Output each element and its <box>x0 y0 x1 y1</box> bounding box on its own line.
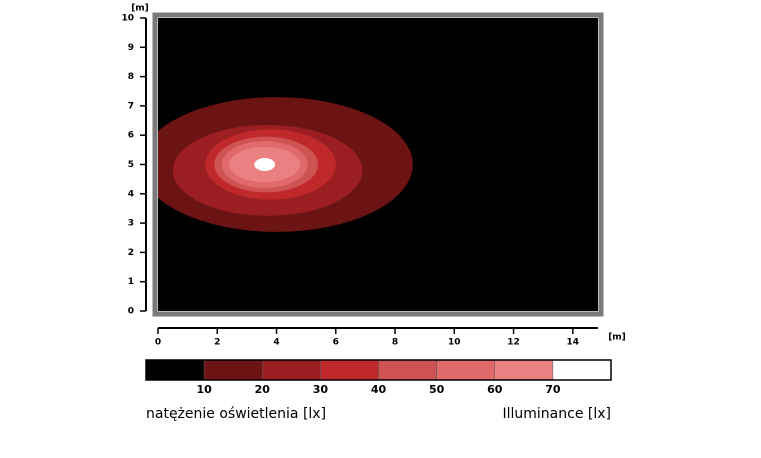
caption-left: natężenie oświetlenia [lx] <box>146 406 326 422</box>
colorbar-swatch <box>320 359 379 381</box>
x-tick-label: 6 <box>333 338 339 348</box>
colorbar-tick-label: 50 <box>429 383 445 396</box>
colorbar-swatch <box>494 359 554 381</box>
colorbar-tick-label: 20 <box>255 383 271 396</box>
colorbar-tick-label: 60 <box>487 383 503 396</box>
y-tick-label: 6 <box>128 131 134 141</box>
y-tick-label: 10 <box>121 14 134 24</box>
y-tick-label: 3 <box>128 219 134 229</box>
y-tick-label: 2 <box>128 248 134 258</box>
y-tick-label: 1 <box>128 277 134 287</box>
y-unit: [m] <box>131 4 149 14</box>
colorbar-swatch <box>552 359 612 381</box>
colorbar-frame <box>145 359 612 381</box>
x-tick-label: 10 <box>448 338 461 348</box>
colorbar-swatch <box>378 359 437 381</box>
x-unit: [m] <box>608 333 626 343</box>
x-tick-label: 4 <box>273 338 279 348</box>
colorbar-swatch <box>203 359 263 381</box>
plot-area <box>158 97 413 232</box>
colorbar-tick-label: 10 <box>196 383 212 396</box>
caption-right: Illuminance [lx] <box>503 406 612 422</box>
colorbar-tick-label: 40 <box>371 383 387 396</box>
x-tick-label: 8 <box>392 338 398 348</box>
x-tick-label: 12 <box>507 338 520 348</box>
colorbar-swatch <box>436 359 495 381</box>
plot-frame <box>152 12 604 317</box>
y-tick-label: 7 <box>128 101 134 111</box>
colorbar-tick-label: 30 <box>313 383 329 396</box>
y-tick-label: 0 <box>128 307 134 317</box>
contour-region <box>254 158 276 171</box>
colorbar-swatch <box>262 359 321 381</box>
colorbar-swatch <box>145 359 205 381</box>
colorbar-tick-label: 70 <box>545 383 561 396</box>
y-tick-label: 4 <box>128 189 134 199</box>
y-tick-label: 8 <box>128 72 134 82</box>
x-tick-label: 14 <box>567 338 580 348</box>
y-tick-label: 9 <box>128 43 134 53</box>
y-tick-label: 5 <box>128 160 134 170</box>
x-tick-label: 0 <box>155 338 161 348</box>
x-tick-label: 2 <box>214 338 220 348</box>
